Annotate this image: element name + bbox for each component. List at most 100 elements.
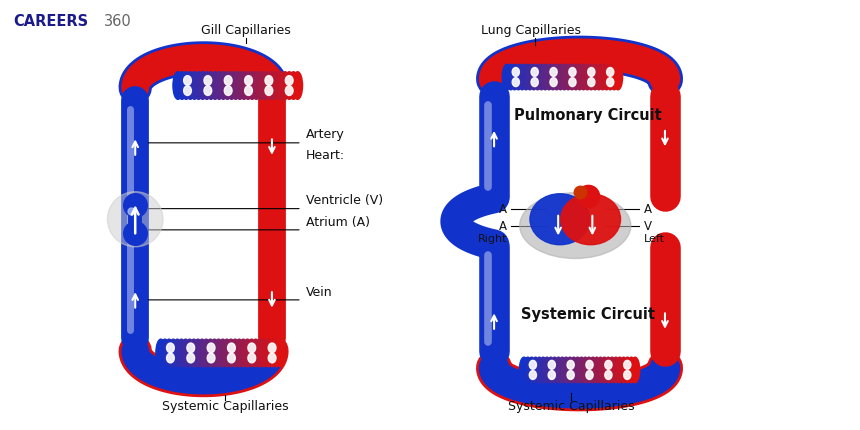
Ellipse shape: [286, 86, 293, 95]
Ellipse shape: [607, 357, 617, 383]
Ellipse shape: [627, 357, 636, 383]
Ellipse shape: [167, 353, 175, 363]
Ellipse shape: [613, 64, 623, 90]
Ellipse shape: [206, 72, 216, 99]
Ellipse shape: [226, 339, 236, 367]
Ellipse shape: [228, 353, 236, 363]
Text: Systemic Circuit: Systemic Circuit: [521, 307, 655, 322]
Text: Systemic Capillaries: Systemic Capillaries: [162, 400, 288, 413]
Ellipse shape: [587, 64, 596, 90]
Text: CAREERS: CAREERS: [13, 14, 89, 29]
Ellipse shape: [513, 68, 519, 77]
Ellipse shape: [552, 64, 562, 90]
Ellipse shape: [268, 353, 276, 363]
Ellipse shape: [169, 339, 178, 367]
Ellipse shape: [286, 76, 293, 85]
Ellipse shape: [523, 357, 532, 383]
Ellipse shape: [525, 64, 535, 90]
Ellipse shape: [604, 357, 613, 383]
Ellipse shape: [244, 86, 252, 95]
Ellipse shape: [580, 357, 590, 383]
Ellipse shape: [587, 68, 595, 77]
Ellipse shape: [563, 64, 573, 90]
Ellipse shape: [630, 357, 640, 383]
Ellipse shape: [571, 64, 581, 90]
Ellipse shape: [562, 357, 571, 383]
Text: Pulmonary Circuit: Pulmonary Circuit: [514, 108, 662, 123]
Ellipse shape: [218, 339, 228, 367]
Ellipse shape: [518, 64, 527, 90]
Text: Gill Capillaries: Gill Capillaries: [201, 24, 292, 37]
Text: Artery: Artery: [306, 128, 345, 141]
Ellipse shape: [544, 64, 554, 90]
Ellipse shape: [259, 339, 269, 367]
Ellipse shape: [251, 72, 261, 99]
Ellipse shape: [251, 339, 261, 367]
Ellipse shape: [167, 343, 175, 353]
Ellipse shape: [213, 339, 224, 367]
Ellipse shape: [569, 357, 579, 383]
Text: Heart:: Heart:: [306, 149, 345, 162]
Ellipse shape: [568, 78, 576, 86]
Ellipse shape: [586, 360, 593, 369]
Ellipse shape: [624, 360, 631, 369]
Ellipse shape: [543, 357, 551, 383]
Ellipse shape: [531, 78, 538, 86]
Ellipse shape: [577, 357, 586, 383]
Ellipse shape: [546, 357, 556, 383]
Ellipse shape: [605, 360, 612, 369]
Ellipse shape: [255, 72, 266, 99]
Ellipse shape: [224, 86, 232, 95]
Ellipse shape: [263, 339, 273, 367]
Ellipse shape: [568, 68, 576, 77]
Ellipse shape: [267, 72, 278, 99]
Ellipse shape: [548, 371, 556, 379]
Ellipse shape: [510, 64, 519, 90]
Ellipse shape: [243, 339, 253, 367]
Ellipse shape: [519, 357, 529, 383]
Ellipse shape: [530, 194, 590, 245]
Ellipse shape: [586, 371, 593, 379]
Ellipse shape: [264, 72, 273, 99]
Ellipse shape: [224, 76, 232, 85]
Text: Lung Capillaries: Lung Capillaries: [481, 24, 580, 37]
Ellipse shape: [198, 72, 207, 99]
Ellipse shape: [531, 68, 538, 77]
Ellipse shape: [187, 353, 194, 363]
Ellipse shape: [588, 357, 598, 383]
Ellipse shape: [605, 371, 612, 379]
Text: Ventricle (V): Ventricle (V): [306, 194, 384, 207]
Ellipse shape: [207, 353, 215, 363]
Ellipse shape: [541, 64, 550, 90]
Ellipse shape: [529, 371, 537, 379]
Ellipse shape: [533, 64, 542, 90]
Ellipse shape: [207, 343, 215, 353]
Ellipse shape: [185, 72, 195, 99]
Ellipse shape: [164, 339, 174, 367]
Ellipse shape: [260, 72, 269, 99]
Ellipse shape: [535, 357, 544, 383]
Text: A: A: [643, 203, 652, 216]
Ellipse shape: [550, 78, 557, 86]
Ellipse shape: [611, 357, 621, 383]
Ellipse shape: [573, 357, 582, 383]
Ellipse shape: [567, 360, 574, 369]
Ellipse shape: [202, 72, 212, 99]
Ellipse shape: [561, 194, 621, 245]
Ellipse shape: [610, 64, 619, 90]
Ellipse shape: [276, 72, 286, 99]
Ellipse shape: [275, 339, 286, 367]
Ellipse shape: [214, 72, 224, 99]
Ellipse shape: [268, 343, 276, 353]
Ellipse shape: [172, 339, 182, 367]
Text: Right: Right: [477, 234, 507, 244]
Ellipse shape: [235, 72, 245, 99]
Text: Vein: Vein: [306, 286, 333, 298]
Ellipse shape: [255, 339, 265, 367]
Ellipse shape: [567, 371, 574, 379]
Text: Systemic Capillaries: Systemic Capillaries: [507, 400, 635, 413]
Ellipse shape: [583, 64, 592, 90]
Ellipse shape: [548, 64, 557, 90]
Ellipse shape: [189, 339, 199, 367]
Ellipse shape: [238, 339, 249, 367]
